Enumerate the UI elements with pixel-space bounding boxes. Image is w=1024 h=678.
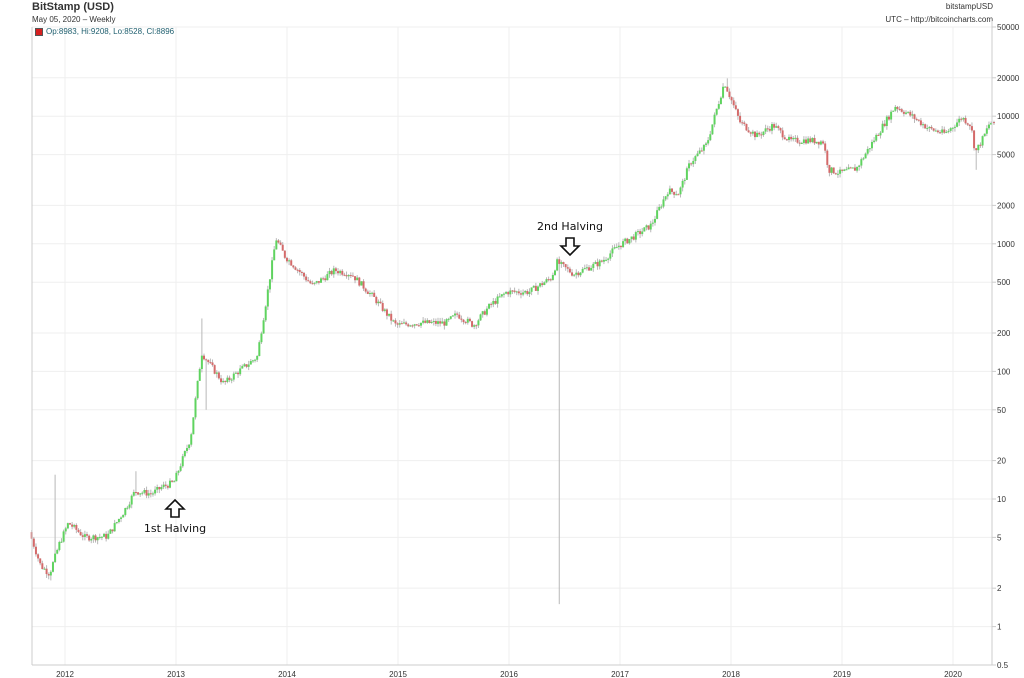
x-tick-label: 2019 (833, 670, 851, 678)
x-tick-label: 2020 (944, 670, 962, 678)
y-tick-label: 50 (997, 406, 1006, 415)
y-tick-label: 2 (997, 584, 1002, 593)
y-tick-label: 5 (997, 533, 1002, 542)
y-tick-label: 0.5 (997, 661, 1009, 670)
x-tick-label: 2014 (278, 670, 296, 678)
candle-series (30, 78, 995, 605)
y-tick-label: 2000 (997, 201, 1015, 210)
y-tick-label: 20 (997, 457, 1006, 466)
y-tick-label: 1 (997, 623, 1002, 632)
x-tick-label: 2013 (167, 670, 185, 678)
chart-annotations: 1st Halving 2nd Halving (144, 220, 603, 535)
halving-label: 2nd Halving (537, 220, 603, 233)
chart-grid (32, 26, 992, 665)
y-tick-label: 100 (997, 367, 1011, 376)
chart-title: BitStamp (USD) (32, 1, 114, 13)
x-tick-label: 2018 (722, 670, 740, 678)
x-tick-label: 2017 (611, 670, 629, 678)
halving-label: 1st Halving (144, 522, 206, 535)
y-tick-label: 200 (997, 329, 1011, 338)
halving-arrow-up-icon (164, 498, 186, 518)
x-tick-label: 2016 (500, 670, 518, 678)
y-tick-label: 5000 (997, 151, 1015, 160)
ohlc-values: Op:8983, Hi:9208, Lo:8528, Cl:8896 (46, 27, 175, 36)
x-tick-label: 2015 (389, 670, 407, 678)
y-tick-label: 20000 (997, 74, 1020, 83)
symbol-label: bitstampUSD (945, 2, 993, 11)
y-tick-label: 10000 (997, 112, 1020, 121)
y-tick-label: 50000 (997, 23, 1020, 32)
y-tick-label: 10 (997, 495, 1006, 504)
source-label: UTC – http://bitcoincharts.com (885, 15, 993, 24)
y-tick-label: 1000 (997, 240, 1015, 249)
ohlc-legend: Op:8983, Hi:9208, Lo:8528, Cl:8896 (35, 27, 174, 36)
halving-arrow-down-icon (559, 237, 581, 257)
chart-subtitle: May 05, 2020 – Weekly (32, 15, 116, 24)
candle-color-swatch (35, 27, 43, 36)
chart-axes: 0.5 1 2 5 10 20 50 100 200 500 1000 2000 5000 10000 20… (31, 21, 1020, 678)
x-tick-label: 2012 (56, 670, 74, 678)
y-tick-label: 500 (997, 278, 1011, 287)
